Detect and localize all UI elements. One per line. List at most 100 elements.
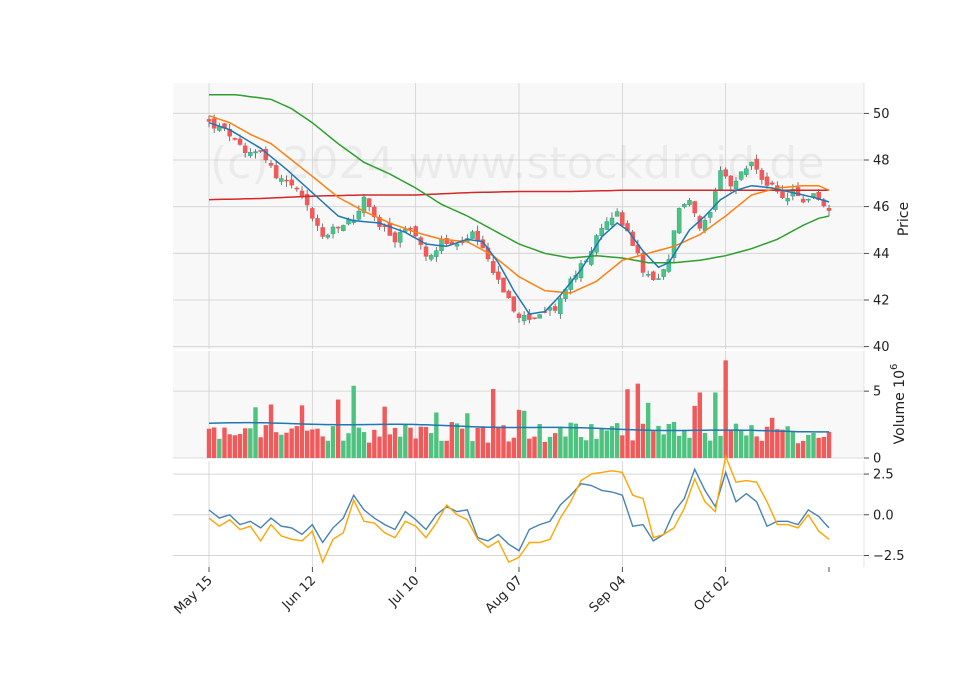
candle-down [692, 201, 697, 214]
candle-up [356, 210, 362, 220]
volume-bar-down [449, 422, 455, 458]
volume-bar-up [589, 424, 594, 458]
candle-up [470, 231, 475, 239]
candle-up [604, 221, 610, 230]
volume-bar-down [501, 425, 506, 458]
price-tick-label: 42 [873, 294, 890, 309]
candle-down [315, 218, 320, 226]
oscillator-line-1 [208, 467, 830, 552]
volume-bar-up [397, 436, 403, 458]
candle-down [800, 198, 806, 203]
candle-down [294, 187, 300, 190]
price-panel: (c) 2024 www.stockdroid.de 404244464850 … [173, 83, 912, 355]
volume-bar-up [325, 440, 331, 458]
volume-bar-down [728, 429, 734, 458]
ma-200-line [208, 189, 829, 201]
volume-bar-up [702, 432, 708, 458]
volume-bar-up [790, 431, 796, 458]
volume-bar-up [470, 441, 475, 458]
volume-axis-label: Volume 106 [889, 364, 908, 445]
candle-up [744, 168, 749, 175]
x-tick-label: Jul 10 [385, 573, 422, 610]
volume-bar-down [527, 438, 532, 458]
candle-down [237, 138, 243, 145]
oscillator-tick-label: 2.5 [873, 468, 894, 483]
volume-bar-up [687, 437, 692, 458]
volume-bar-down [294, 426, 300, 458]
x-tick-label: Oct 02 [691, 573, 732, 614]
candle-down [640, 253, 646, 273]
volume-bar-up [330, 426, 336, 458]
candle-down [552, 306, 558, 311]
volume-bar-up [351, 385, 356, 458]
candle-down [377, 217, 382, 227]
volume-bar-down [800, 440, 806, 458]
volume-bar-down [459, 428, 465, 458]
candle-up [661, 269, 666, 277]
candle-up [253, 151, 258, 154]
candle-down [780, 190, 785, 198]
volume-tick-label: 5 [873, 385, 881, 400]
volume-bar-down [635, 383, 641, 458]
volume-bar-up [744, 435, 749, 458]
volume-bar-down [237, 433, 243, 458]
candlestick-series [206, 114, 832, 325]
oscillator-tick-label: −2.5 [873, 549, 905, 564]
candle-down [273, 165, 279, 179]
volume-bar-down [552, 433, 558, 458]
volume-bar-up [666, 423, 672, 458]
candle-up [687, 200, 692, 206]
volume-bar-up [671, 421, 677, 458]
volume-bar-down [258, 437, 263, 458]
candle-down [516, 313, 522, 319]
candle-down [304, 194, 310, 206]
candle-down [826, 207, 832, 211]
volume-tick-label: 0 [873, 452, 881, 467]
volume-bar-down [640, 423, 646, 458]
candle-up [346, 219, 351, 225]
volume-y-axis: 05 [863, 351, 881, 467]
volume-bar-down [408, 427, 413, 458]
volume-bar-down [651, 431, 656, 458]
volume-bar-down [620, 435, 625, 458]
volume-bar-up [676, 435, 682, 458]
candle-up [609, 217, 615, 226]
volume-bar-down [268, 404, 274, 458]
volume-bar-up [604, 430, 610, 458]
candle-down [366, 198, 372, 207]
oscillator-lines [208, 453, 830, 565]
candle-up [806, 198, 811, 201]
candle-down [496, 271, 501, 280]
candle-down [423, 246, 429, 257]
volume-bar-down [532, 436, 537, 458]
volume-bar-up [609, 426, 615, 458]
volume-bar-up [656, 425, 661, 458]
candle-down [651, 271, 656, 281]
price-y-axis: 40 42 44 46 48 50 [863, 83, 890, 355]
candle-up [454, 243, 460, 247]
volume-bar-down [242, 428, 248, 458]
volume-bar-down [310, 429, 315, 458]
price-tick-label: 40 [873, 340, 890, 355]
volume-bar-down [418, 426, 424, 458]
candle-down [475, 230, 480, 241]
candle-down [335, 226, 341, 229]
candle-down [764, 176, 770, 186]
ma-mid-line [208, 114, 830, 294]
volume-bar-down [630, 440, 635, 458]
volume-bar-up [558, 427, 563, 458]
price-tick-label: 46 [873, 200, 890, 215]
volume-bar-down [516, 409, 522, 458]
volume-bar-up [537, 424, 542, 458]
volume-bar-up [361, 432, 367, 458]
candle-down [795, 187, 801, 197]
candle-up [733, 180, 739, 189]
volume-bar-up [707, 440, 713, 458]
candle-up [713, 191, 718, 210]
volume-bar-down [769, 417, 775, 458]
candle-up [397, 232, 403, 243]
candle-up [738, 171, 744, 180]
volume-bar-up [428, 433, 434, 458]
volume-bar-up [248, 428, 253, 458]
